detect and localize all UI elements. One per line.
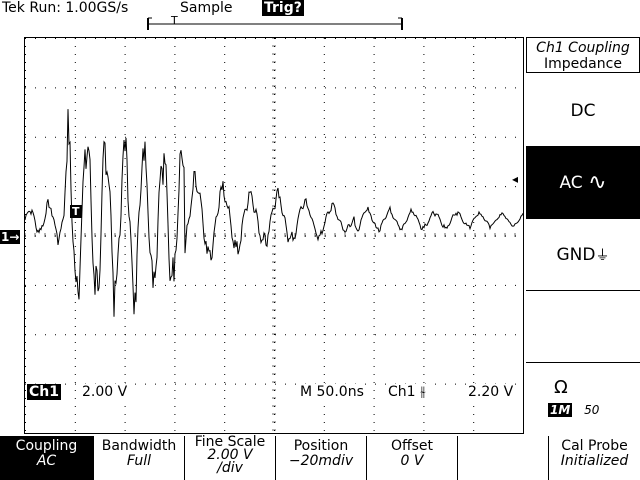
side-menu: Ch1 Coupling Impedance DC AC ∿ GND ⏚ Ω 1M… bbox=[526, 37, 640, 434]
cal-probe-value: Initialized bbox=[560, 453, 629, 469]
trigger-position-marker: T bbox=[171, 14, 178, 27]
bottom-button-empty[interactable] bbox=[458, 436, 549, 480]
trigger-slope-icon: ⫳ bbox=[420, 384, 426, 400]
side-menu-subtitle: Impedance bbox=[544, 56, 622, 72]
graticule bbox=[24, 37, 524, 434]
timebase-readout: M 50.0ns bbox=[300, 384, 364, 400]
fine-scale-label: Fine Scale bbox=[194, 434, 266, 450]
offset-value: 0 V bbox=[400, 453, 424, 469]
record-position-bar bbox=[147, 17, 403, 30]
ac-label: AC bbox=[559, 172, 583, 193]
trigger-level-arrow-icon: ◂ bbox=[512, 172, 519, 186]
side-menu-title: Ch1 Coupling bbox=[536, 40, 630, 56]
bottom-button-coupling[interactable]: Coupling AC bbox=[0, 436, 94, 480]
acquisition-status: Tek Run: 1.00GS/s bbox=[2, 0, 129, 16]
bottom-button-fine-scale[interactable]: Fine Scale 2.00 V /div bbox=[185, 434, 276, 480]
impedance-50-option: 50 bbox=[584, 403, 600, 417]
trigger-level-readout: 2.20 V bbox=[468, 384, 514, 400]
side-button-ac[interactable]: AC ∿ bbox=[526, 147, 640, 219]
coupling-value: AC bbox=[36, 453, 57, 469]
side-button-impedance[interactable]: Ω 1M 50 bbox=[526, 363, 640, 434]
impedance-1m-option: 1M bbox=[548, 403, 573, 417]
fine-scale-value: 2.00 V bbox=[207, 447, 253, 463]
fine-scale-unit: /div bbox=[217, 460, 243, 476]
cal-probe-label: Cal Probe bbox=[561, 438, 628, 454]
ohm-icon: Ω bbox=[554, 377, 568, 398]
side-button-empty[interactable] bbox=[526, 291, 640, 363]
channel-readout: Ch1 bbox=[27, 384, 61, 400]
trigger-status-badge: Trig? bbox=[262, 0, 304, 16]
bottom-button-offset[interactable]: Offset 0 V bbox=[367, 436, 458, 480]
bottom-button-cal-probe[interactable]: Cal Probe Initialized bbox=[549, 436, 640, 480]
bandwidth-label: Bandwidth bbox=[101, 438, 177, 454]
bandwidth-value: Full bbox=[126, 453, 152, 469]
bottom-button-position[interactable]: Position −20mdiv bbox=[276, 436, 367, 480]
trigger-source-readout: Ch1 bbox=[388, 384, 416, 400]
acquisition-mode: Sample bbox=[180, 0, 233, 16]
position-label: Position bbox=[293, 438, 349, 454]
ground-icon: ⏚ bbox=[595, 247, 610, 264]
offset-label: Offset bbox=[390, 438, 434, 454]
coupling-label: Coupling bbox=[15, 438, 78, 454]
ch1-ground-marker[interactable]: 1→ bbox=[0, 230, 21, 244]
side-button-dc[interactable]: DC bbox=[526, 75, 640, 147]
status-bar: Tek Run: 1.00GS/s Sample Trig? bbox=[0, 0, 640, 18]
bottom-button-bandwidth[interactable]: Bandwidth Full bbox=[94, 436, 185, 480]
gnd-label: GND bbox=[556, 244, 596, 265]
ch1-waveform bbox=[24, 109, 524, 317]
dc-label: DC bbox=[570, 100, 596, 121]
position-value: −20mdiv bbox=[288, 453, 354, 469]
waveform-display bbox=[24, 37, 524, 434]
trigger-point-marker: T bbox=[70, 205, 82, 218]
ac-wave-icon: ∿ bbox=[588, 170, 607, 195]
side-button-gnd[interactable]: GND ⏚ bbox=[526, 219, 640, 291]
volts-per-div-readout: 2.00 V bbox=[80, 384, 130, 400]
bottom-menu: Coupling AC Bandwidth Full Fine Scale 2.… bbox=[0, 434, 640, 480]
